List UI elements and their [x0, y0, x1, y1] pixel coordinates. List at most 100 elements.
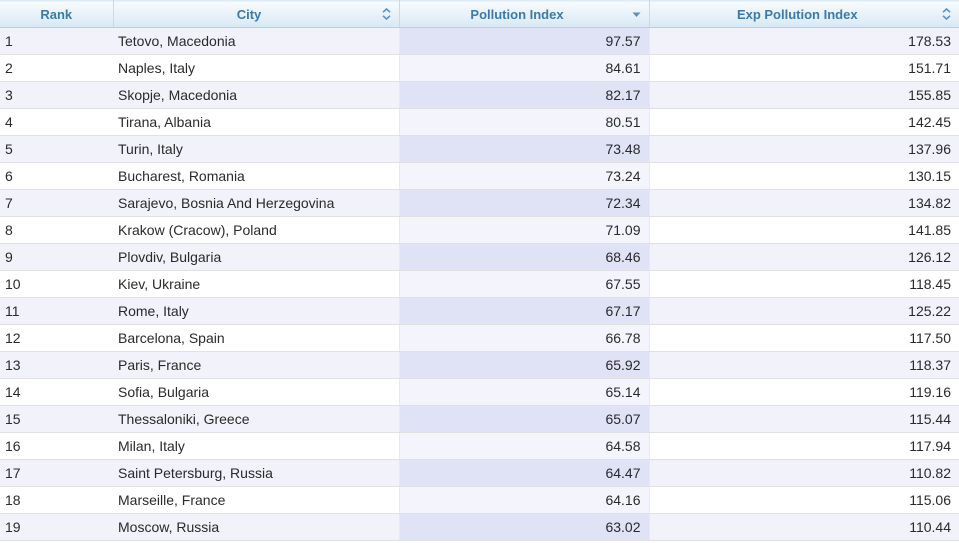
exp-pollution-index-cell: 119.16: [649, 378, 959, 406]
exp-pollution-index-cell: 117.94: [649, 432, 959, 460]
city-cell: Kiev, Ukraine: [113, 270, 399, 298]
rank-cell: 17: [0, 459, 113, 487]
pollution-index-cell: 68.46: [398, 243, 650, 271]
rank-cell: 13: [0, 351, 113, 379]
rank-cell: 19: [0, 513, 113, 541]
column-header-pollution-index-label: Pollution Index: [470, 6, 564, 22]
exp-pollution-index-cell: 110.44: [649, 513, 959, 541]
exp-pollution-index-cell: 155.85: [649, 81, 959, 109]
column-header-city[interactable]: City: [112, 0, 400, 28]
rank-cell: 14: [0, 378, 113, 406]
exp-pollution-index-cell: 110.82: [649, 459, 959, 487]
city-cell: Tirana, Albania: [113, 108, 399, 136]
city-cell: Paris, France: [113, 351, 399, 379]
table-row: 14 Sofia, Bulgaria 65.14 119.16: [0, 378, 959, 406]
exp-pollution-index-cell: 178.53: [649, 27, 959, 55]
sort-both-icon: [941, 7, 952, 21]
table-row: 6 Bucharest, Romania 73.24 130.15: [0, 162, 959, 190]
rank-cell: 8: [0, 216, 113, 244]
city-cell: Naples, Italy: [113, 54, 399, 82]
rank-cell: 9: [0, 243, 113, 271]
sort-both-icon: [381, 7, 392, 21]
table-row: 16 Milan, Italy 64.58 117.94: [0, 432, 959, 460]
rank-cell: 1: [0, 27, 113, 55]
pollution-index-cell: 66.78: [398, 324, 650, 352]
exp-pollution-index-cell: 125.22: [649, 297, 959, 325]
sort-descending-icon: [631, 8, 642, 20]
rank-cell: 10: [0, 270, 113, 298]
table-row: 12 Barcelona, Spain 66.78 117.50: [0, 324, 959, 352]
city-cell: Sofia, Bulgaria: [113, 378, 399, 406]
table-row: 4 Tirana, Albania 80.51 142.45: [0, 108, 959, 136]
pollution-index-cell: 73.48: [398, 135, 650, 163]
exp-pollution-index-cell: 142.45: [649, 108, 959, 136]
city-cell: Barcelona, Spain: [113, 324, 399, 352]
city-cell: Milan, Italy: [113, 432, 399, 460]
table-row: 3 Skopje, Macedonia 82.17 155.85: [0, 81, 959, 109]
table-row: 15 Thessaloniki, Greece 65.07 115.44: [0, 405, 959, 433]
table-row: 11 Rome, Italy 67.17 125.22: [0, 297, 959, 325]
exp-pollution-index-cell: 126.12: [649, 243, 959, 271]
city-cell: Skopje, Macedonia: [113, 81, 399, 109]
rank-cell: 11: [0, 297, 113, 325]
rank-cell: 18: [0, 486, 113, 514]
pollution-index-cell: 65.14: [398, 378, 650, 406]
column-header-exp-pollution-index[interactable]: Exp Pollution Index: [648, 0, 959, 28]
pollution-index-cell: 64.58: [398, 432, 650, 460]
city-cell: Thessaloniki, Greece: [113, 405, 399, 433]
pollution-index-cell: 63.02: [398, 513, 650, 541]
rank-cell: 15: [0, 405, 113, 433]
city-cell: Krakow (Cracow), Poland: [113, 216, 399, 244]
table-row: 19 Moscow, Russia 63.02 110.44: [0, 513, 959, 541]
table-row: 13 Paris, France 65.92 118.37: [0, 351, 959, 379]
table-row: 1 Tetovo, Macedonia 97.57 178.53: [0, 27, 959, 55]
rank-cell: 12: [0, 324, 113, 352]
rank-cell: 16: [0, 432, 113, 460]
exp-pollution-index-cell: 137.96: [649, 135, 959, 163]
pollution-index-cell: 71.09: [398, 216, 650, 244]
exp-pollution-index-cell: 118.37: [649, 351, 959, 379]
city-cell: Marseille, France: [113, 486, 399, 514]
exp-pollution-index-cell: 115.06: [649, 486, 959, 514]
pollution-index-cell: 64.47: [398, 459, 650, 487]
rank-cell: 3: [0, 81, 113, 109]
exp-pollution-index-cell: 141.85: [649, 216, 959, 244]
column-header-rank: Rank: [0, 0, 114, 28]
table-row: 17 Saint Petersburg, Russia 64.47 110.82: [0, 459, 959, 487]
pollution-index-cell: 73.24: [398, 162, 650, 190]
pollution-index-cell: 82.17: [398, 81, 650, 109]
table-row: 5 Turin, Italy 73.48 137.96: [0, 135, 959, 163]
rank-cell: 7: [0, 189, 113, 217]
table-row: 8 Krakow (Cracow), Poland 71.09 141.85: [0, 216, 959, 244]
exp-pollution-index-cell: 151.71: [649, 54, 959, 82]
city-cell: Moscow, Russia: [113, 513, 399, 541]
exp-pollution-index-cell: 115.44: [649, 405, 959, 433]
column-header-exp-pollution-index-label: Exp Pollution Index: [736, 6, 858, 22]
pollution-index-cell: 84.61: [398, 54, 650, 82]
city-cell: Turin, Italy: [113, 135, 399, 163]
exp-pollution-index-cell: 117.50: [649, 324, 959, 352]
table-row: 2 Naples, Italy 84.61 151.71: [0, 54, 959, 82]
exp-pollution-index-cell: 118.45: [649, 270, 959, 298]
city-cell: Rome, Italy: [113, 297, 399, 325]
city-cell: Saint Petersburg, Russia: [113, 459, 399, 487]
table-body: 1 Tetovo, Macedonia 97.57 178.53 2 Naple…: [0, 27, 959, 541]
pollution-index-cell: 67.17: [398, 297, 650, 325]
pollution-index-cell: 97.57: [398, 27, 650, 55]
rank-cell: 4: [0, 108, 113, 136]
column-header-pollution-index[interactable]: Pollution Index: [398, 0, 650, 28]
table-row: 9 Plovdiv, Bulgaria 68.46 126.12: [0, 243, 959, 271]
pollution-index-cell: 67.55: [398, 270, 650, 298]
city-cell: Bucharest, Romania: [113, 162, 399, 190]
pollution-index-cell: 65.07: [398, 405, 650, 433]
city-cell: Plovdiv, Bulgaria: [113, 243, 399, 271]
rank-cell: 5: [0, 135, 113, 163]
header-row: Rank City Pollution Index: [0, 0, 959, 28]
table-row: 7 Sarajevo, Bosnia And Herzegovina 72.34…: [0, 189, 959, 217]
rank-cell: 2: [0, 54, 113, 82]
city-cell: Sarajevo, Bosnia And Herzegovina: [113, 189, 399, 217]
table-row: 18 Marseille, France 64.16 115.06: [0, 486, 959, 514]
pollution-index-cell: 80.51: [398, 108, 650, 136]
table-row: 10 Kiev, Ukraine 67.55 118.45: [0, 270, 959, 298]
